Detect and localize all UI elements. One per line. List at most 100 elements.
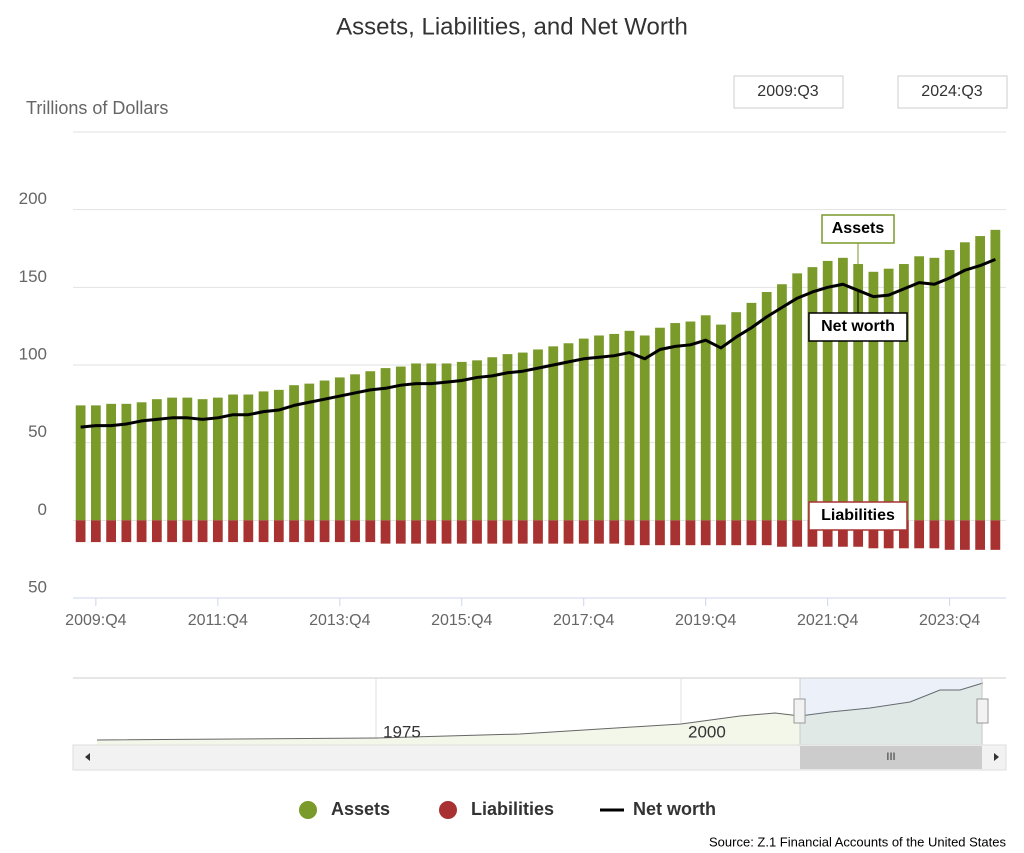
navigator-label: 1975	[383, 722, 421, 741]
bar	[792, 273, 803, 521]
bar	[273, 520, 284, 543]
bar	[136, 520, 147, 543]
bar	[548, 346, 559, 521]
bar	[380, 368, 391, 521]
bar	[487, 520, 498, 544]
bar	[411, 520, 421, 544]
bar	[975, 236, 986, 521]
range-end[interactable]: 2024:Q3	[921, 83, 982, 100]
x-tick-label: 2023:Q4	[919, 612, 980, 629]
bar	[243, 520, 254, 543]
bar	[777, 520, 787, 547]
legend-label[interactable]: Net worth	[633, 799, 716, 819]
bar	[533, 520, 543, 544]
bar	[167, 520, 177, 543]
range-start-box[interactable]	[733, 75, 844, 109]
bar	[395, 366, 406, 521]
bar	[929, 257, 940, 521]
y-tick-label: 50	[28, 422, 47, 441]
bar	[777, 284, 787, 521]
bar	[883, 268, 894, 521]
bar	[944, 520, 955, 550]
bar	[197, 520, 208, 543]
bar	[822, 260, 833, 521]
x-tick-label: 2019:Q4	[675, 612, 736, 629]
bar	[350, 374, 360, 521]
line	[80, 257, 996, 429]
bar	[472, 520, 482, 544]
bar	[426, 363, 437, 521]
bar	[899, 520, 909, 549]
bar	[182, 520, 193, 543]
bar	[197, 399, 208, 521]
bar	[685, 321, 696, 521]
bar	[273, 389, 284, 521]
bar	[502, 520, 513, 544]
bar	[456, 361, 467, 521]
x-tick-label: 2021:Q4	[797, 612, 858, 629]
chart-title: Assets, Liabilities, and Net Worth	[336, 13, 688, 40]
legend-label[interactable]: Liabilities	[471, 799, 554, 819]
bar	[106, 403, 116, 521]
bar	[365, 520, 376, 543]
y-axis-label: Trillions of Dollars	[26, 98, 168, 118]
bar	[167, 397, 177, 521]
bar	[90, 520, 101, 543]
bar	[426, 520, 437, 544]
bar	[487, 357, 498, 521]
bar	[411, 363, 421, 521]
bar	[868, 271, 879, 521]
bar	[502, 354, 513, 521]
bar	[960, 520, 970, 550]
navigator-label: 2000	[688, 722, 726, 741]
bar	[609, 333, 620, 521]
bar	[533, 349, 543, 521]
bar	[380, 520, 391, 544]
y-tick-label: 200	[19, 189, 47, 208]
range-end-box[interactable]	[897, 75, 1008, 109]
x-tick-label: 2011:Q4	[188, 612, 248, 629]
x-tick-label: 2017:Q4	[553, 612, 614, 629]
legend-symbol	[299, 801, 317, 819]
bar	[563, 343, 574, 521]
bar	[700, 315, 711, 521]
bar	[563, 520, 574, 544]
bar	[517, 520, 528, 544]
legend-label[interactable]: Assets	[331, 799, 390, 819]
bar	[243, 394, 254, 521]
bar	[609, 520, 620, 544]
bar	[822, 520, 833, 547]
bar	[395, 520, 406, 544]
bar	[456, 520, 467, 544]
bar	[121, 520, 132, 543]
x-tick-label: 2015:Q4	[431, 612, 492, 629]
annotation: Assets	[832, 220, 885, 237]
range-start[interactable]: 2009:Q3	[757, 83, 818, 100]
annotation-box	[808, 501, 908, 531]
bar	[746, 520, 757, 546]
bar	[517, 352, 528, 521]
source: Source: Z.1 Financial Accounts of the Un…	[709, 834, 1006, 849]
bar	[319, 380, 330, 521]
bar	[228, 394, 238, 521]
bar	[655, 327, 665, 521]
bar	[289, 385, 299, 521]
bar	[548, 520, 559, 544]
bar	[761, 520, 772, 546]
bar	[212, 397, 223, 521]
bar	[868, 520, 879, 549]
bar	[334, 520, 345, 543]
bar	[304, 383, 315, 521]
bar	[929, 520, 940, 549]
bar	[914, 520, 925, 549]
bar	[990, 520, 1001, 550]
bar	[151, 399, 162, 521]
bar	[594, 520, 604, 544]
annotation-box	[808, 312, 908, 342]
bar	[258, 520, 269, 543]
y-tick-label: 150	[19, 267, 47, 286]
bar	[472, 360, 482, 521]
bar	[182, 397, 193, 521]
bar	[670, 323, 681, 521]
